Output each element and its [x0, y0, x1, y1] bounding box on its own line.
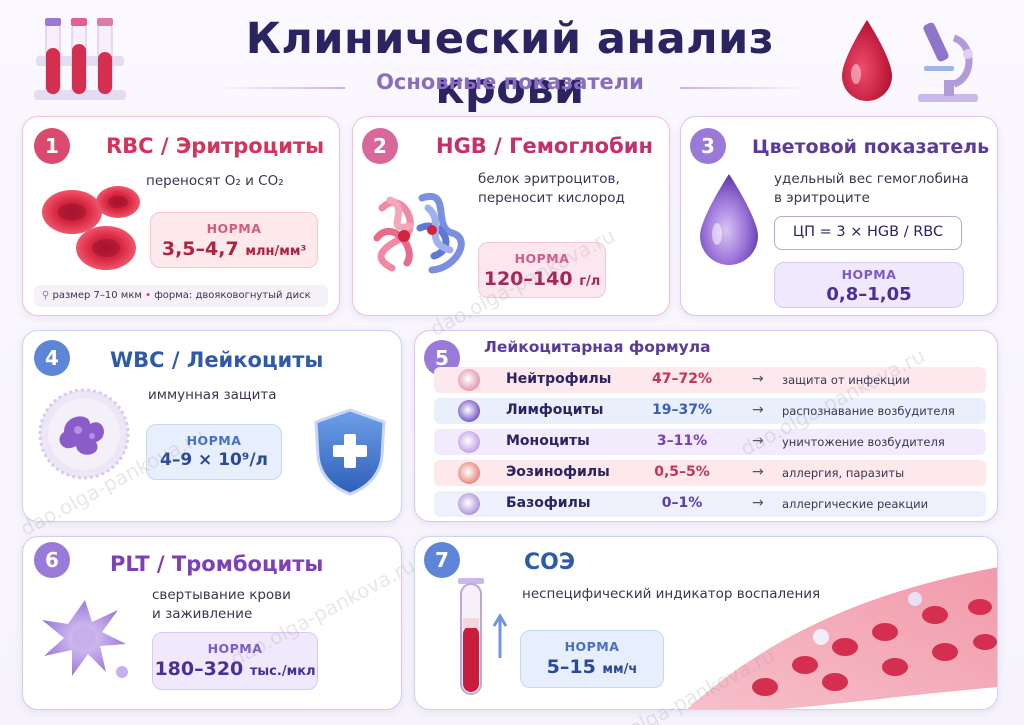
- leuko-card: [414, 330, 998, 522]
- hgb-norm-value: 120–140 г/л: [483, 268, 601, 290]
- rbc-norm-value: 3,5–4,7 млн/мм³: [161, 238, 307, 260]
- rbc-meta-size: размер 7–10 мкм: [52, 290, 142, 301]
- esr-title: СОЭ: [524, 550, 575, 575]
- arrow-right-icon: →: [752, 402, 764, 418]
- subtitle-line-right: [680, 87, 810, 89]
- page-title: Клинический анализ крови: [245, 14, 775, 114]
- wbc-number-badge: 4: [34, 340, 70, 376]
- wbc-norm-value: 4–9 × 10⁹/л: [159, 450, 268, 470]
- cell-icon: [458, 462, 480, 484]
- leuko-row-name: Эозинофилы: [506, 464, 610, 480]
- blood-vessel-illustration: [687, 567, 997, 709]
- plt-number-badge: 6: [34, 542, 70, 578]
- leuko-row-name: Лимфоциты: [506, 402, 604, 418]
- plt-norm-value: 180–320 тыс./мкл: [154, 658, 316, 680]
- cell-icon: [458, 400, 480, 422]
- sedimentation-tube-icon: [458, 578, 508, 695]
- page-subtitle: Основные показатели: [376, 70, 644, 94]
- plt-title: PLT / Тромбоциты: [110, 552, 324, 576]
- leuko-row: Лимфоциты 19–37% → распознавание возбудител…: [434, 398, 986, 424]
- hgb-norm-box: НОРМА 120–140 г/л: [478, 242, 606, 298]
- cp-description-2: в эритроците: [774, 190, 870, 206]
- leuko-row-value: 47–72%: [652, 371, 712, 387]
- leuko-title: Лейкоцитарная формула: [484, 338, 711, 356]
- blood-drop-icon: [842, 20, 892, 101]
- leuko-row-function: распознавание возбудителя: [782, 404, 955, 418]
- white-blood-cell-icon: [38, 388, 130, 480]
- leuko-row: Базофилы 0–1% → аллергические реакции: [434, 491, 986, 517]
- subtitle-line-left: [215, 87, 345, 89]
- plt-norm-label: НОРМА: [207, 641, 263, 656]
- rbc-title: RBC / Эритроциты: [106, 134, 325, 158]
- rbc-norm-box: НОРМА 3,5–4,7 млн/мм³: [150, 212, 318, 268]
- leuko-row-value: 0,5–5%: [654, 464, 710, 480]
- rbc-meta-shape: форма: двояковогнутый диск: [154, 290, 311, 301]
- leuko-row-value: 3–11%: [656, 433, 708, 449]
- microscope-icon: [918, 22, 978, 102]
- rbc-norm-label: НОРМА: [206, 221, 262, 236]
- leuko-row: Моноциты 3–11% → уничтожение возбудителя: [434, 429, 986, 455]
- hemoglobin-molecule-icon: [373, 192, 465, 274]
- hgb-title: HGB / Гемоглобин: [436, 134, 653, 158]
- esr-norm-value: 5–15 мм/ч: [546, 656, 638, 678]
- arrow-right-icon: →: [752, 495, 764, 511]
- cp-norm-box: НОРМА 0,8–1,05: [774, 262, 964, 308]
- red-blood-cells-icon: [42, 186, 140, 270]
- shield-icon: [314, 408, 386, 496]
- bullet-separator: •: [145, 290, 152, 301]
- leuko-row-value: 0–1%: [661, 495, 703, 511]
- wbc-title: WBC / Лейкоциты: [110, 348, 324, 372]
- leuko-row: Эозинофилы 0,5–5% → аллергия, паразиты: [434, 460, 986, 486]
- leuko-row-name: Базофилы: [506, 495, 591, 511]
- leuko-row-function: уничтожение возбудителя: [782, 435, 945, 449]
- arrow-right-icon: →: [752, 464, 764, 480]
- cp-norm-value: 0,8–1,05: [826, 284, 912, 305]
- plt-description-2: и заживление: [152, 606, 253, 622]
- leuko-row-function: аллергические реакции: [782, 497, 929, 511]
- cell-icon: [458, 369, 480, 391]
- rbc-meta-bar: ⚲ размер 7–10 мкм • форма: двояковогнуты…: [34, 285, 328, 307]
- esr-card: [414, 536, 998, 710]
- rbc-number-badge: 1: [34, 128, 70, 164]
- rbc-description: переносят O₂ и CO₂: [146, 173, 284, 189]
- cp-title: Цветовой показатель: [752, 136, 990, 158]
- wbc-norm-label: НОРМА: [186, 433, 242, 448]
- hgb-number-badge: 2: [362, 128, 398, 164]
- plt-norm-box: НОРМА 180–320 тыс./мкл: [152, 632, 318, 690]
- arrow-right-icon: →: [752, 371, 764, 387]
- leuko-row-name: Моноциты: [506, 433, 590, 449]
- esr-norm-label: НОРМА: [564, 639, 620, 654]
- cp-number-badge: 3: [690, 128, 726, 164]
- cp-formula: ЦП = 3 × HGB / RBC: [774, 216, 962, 250]
- cp-norm-label: НОРМА: [841, 267, 897, 282]
- violet-drop-icon: [700, 174, 758, 265]
- wbc-description: иммунная защита: [148, 387, 277, 403]
- arrow-right-icon: →: [752, 433, 764, 449]
- esr-number-badge: 7: [424, 542, 460, 578]
- plt-description-1: свертывание крови: [152, 587, 291, 603]
- esr-description: неспецифический индикатор воспаления: [522, 586, 821, 602]
- leuko-row: Нейтрофилы 47–72% → защита от инфекции: [434, 367, 986, 393]
- hgb-description-2: переносит кислород: [478, 190, 625, 206]
- hgb-description-1: белок эритроцитов,: [478, 171, 620, 187]
- cp-description-1: удельный вес гемоглобина: [774, 171, 969, 187]
- hgb-norm-label: НОРМА: [514, 251, 570, 266]
- cell-icon: [458, 493, 480, 515]
- test-tubes-icon: [34, 18, 126, 100]
- platelet-icon: [42, 600, 128, 678]
- leuko-row-name: Нейтрофилы: [506, 371, 612, 387]
- wbc-norm-box: НОРМА 4–9 × 10⁹/л: [146, 424, 282, 480]
- leuko-row-function: защита от инфекции: [782, 373, 910, 387]
- cell-icon: [458, 431, 480, 453]
- mini-microscope-icon: ⚲: [42, 290, 50, 301]
- leuko-row-function: аллергия, паразиты: [782, 466, 905, 480]
- leuko-row-value: 19–37%: [652, 402, 712, 418]
- esr-norm-box: НОРМА 5–15 мм/ч: [520, 630, 664, 688]
